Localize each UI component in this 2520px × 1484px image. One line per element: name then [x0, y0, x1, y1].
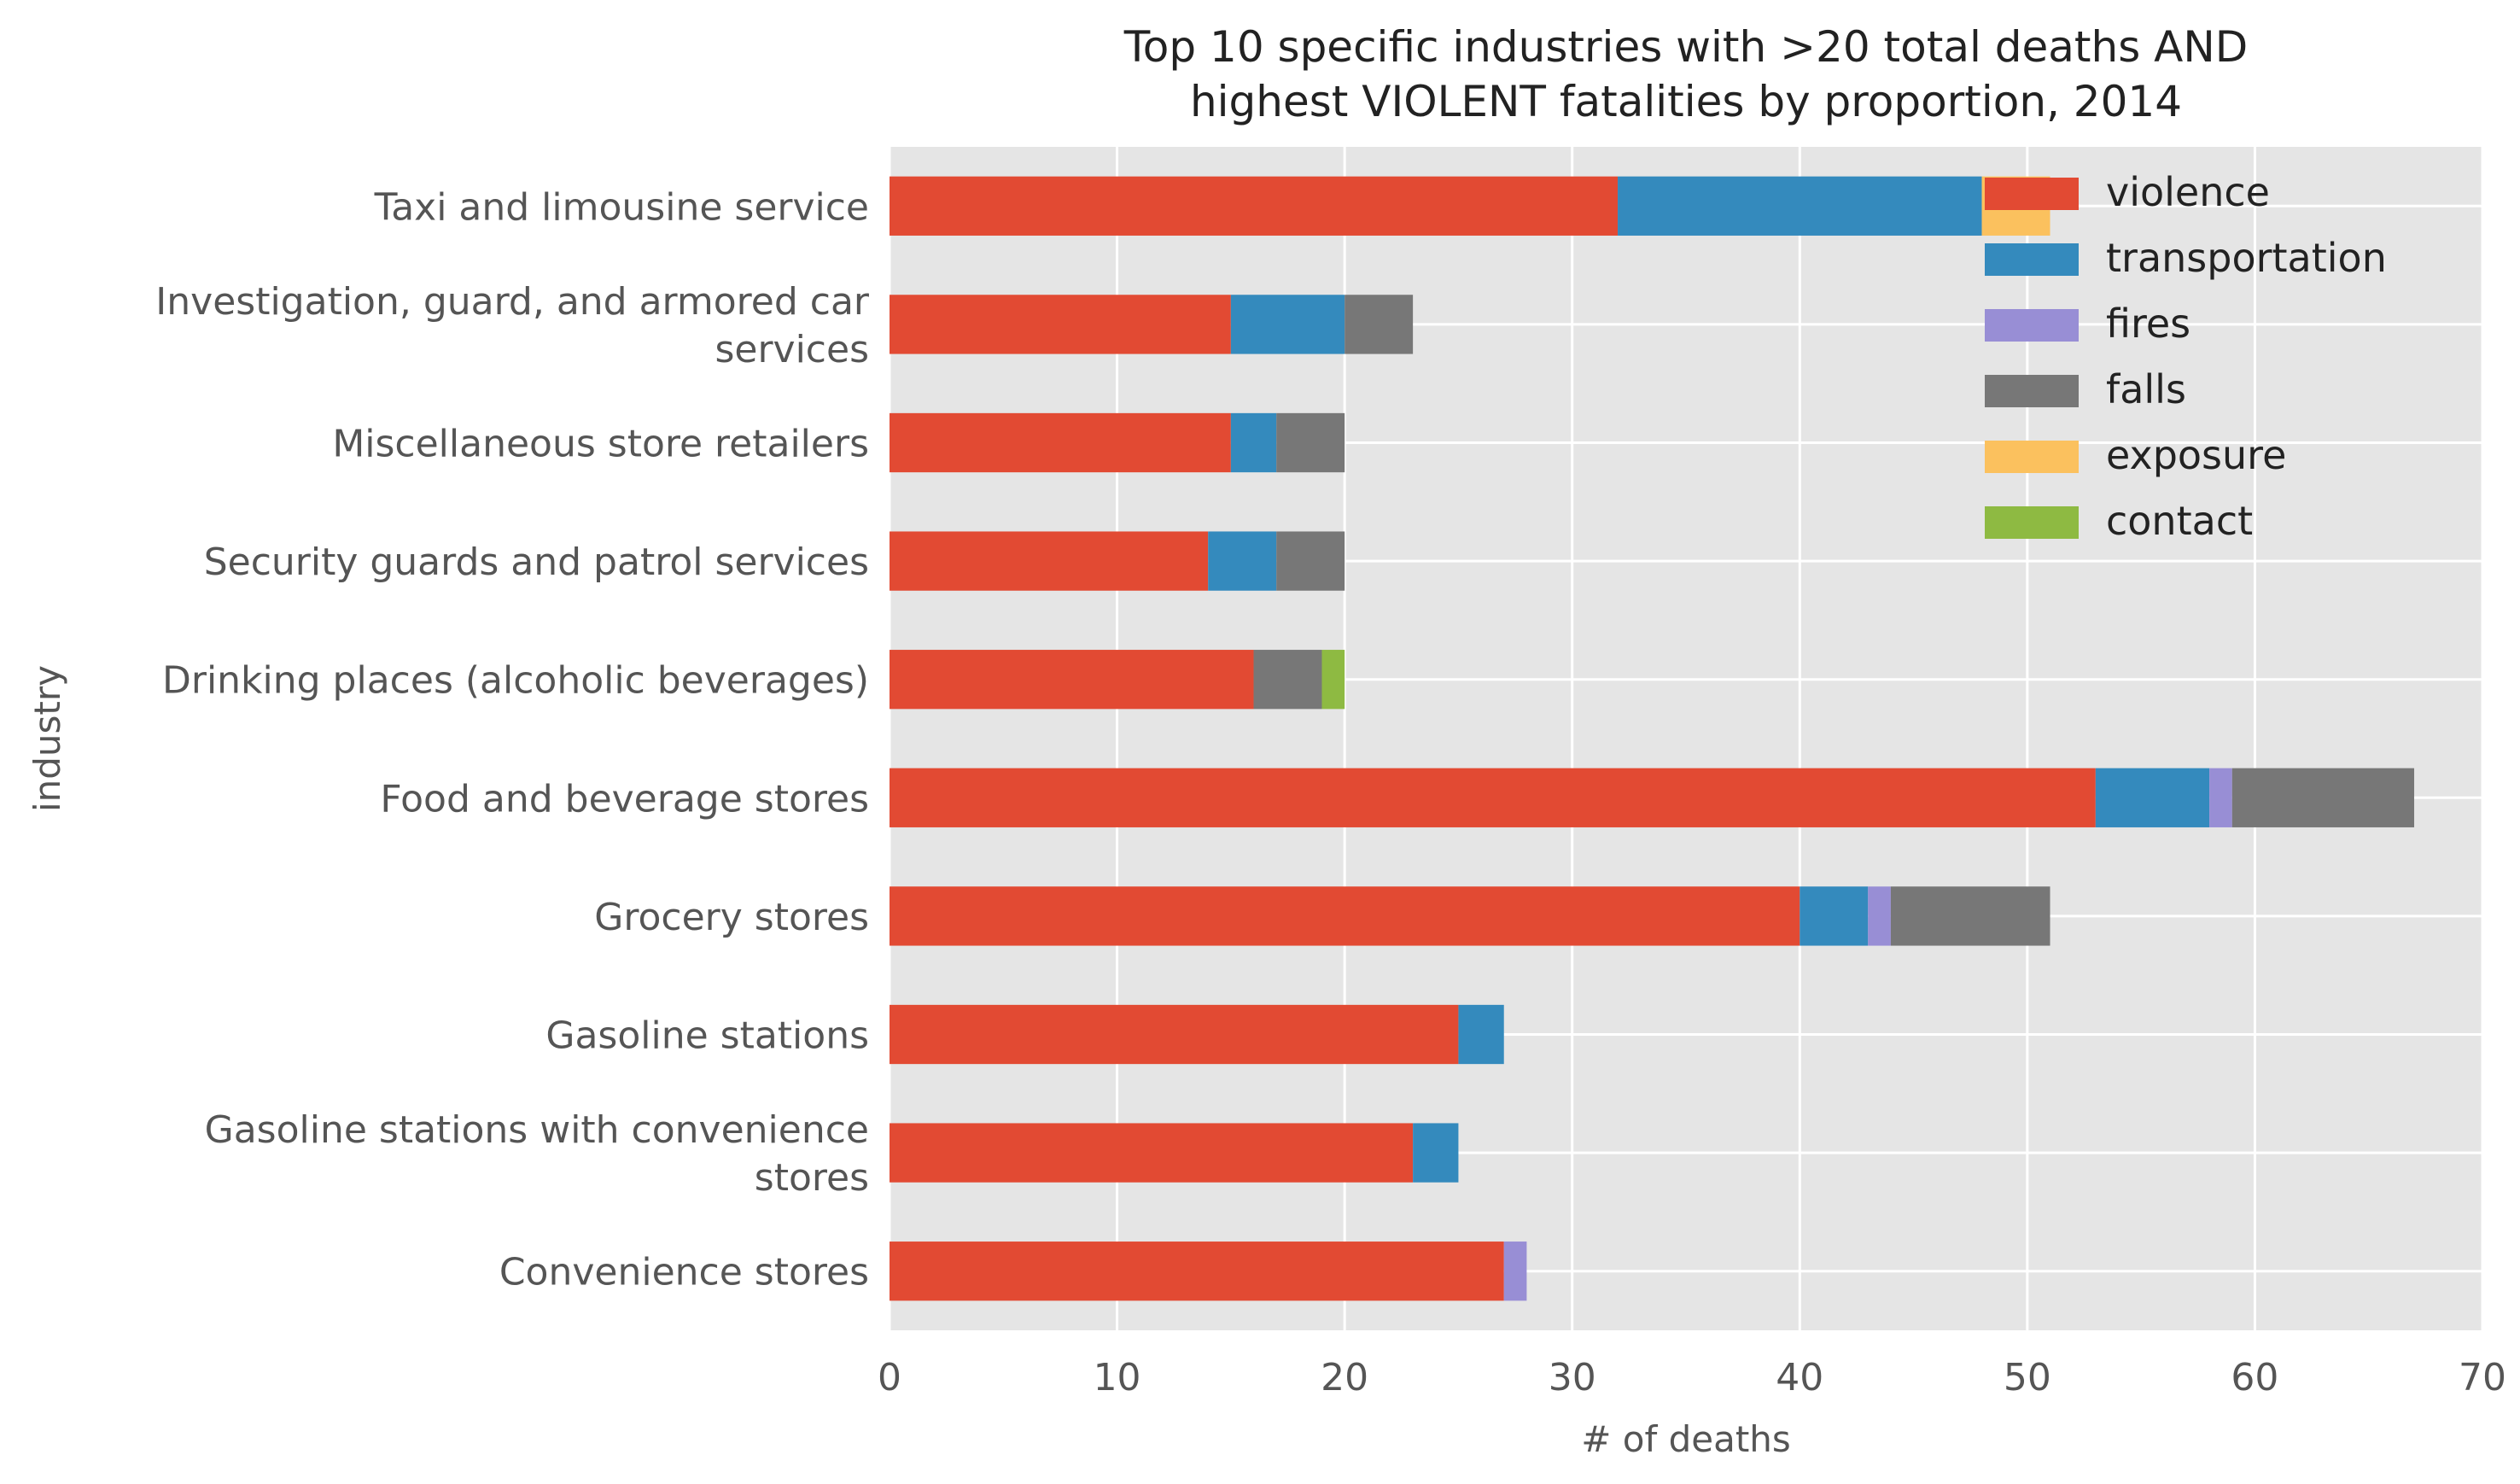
legend-label-transportation: transportation: [2106, 235, 2387, 281]
x-tick-label: 0: [878, 1356, 901, 1399]
bar-segment-fires: [2209, 768, 2232, 827]
y-tick-labels: Taxi and limousine service Investigation,…: [155, 185, 870, 1294]
y-tick-label: Miscellaneous store retailers: [332, 423, 869, 466]
x-tick-label: 20: [1321, 1356, 1368, 1399]
x-axis-label: # of deaths: [1581, 1418, 1791, 1460]
bar-segment-transportation: [1230, 295, 1345, 354]
legend-label-violence: violence: [2106, 169, 2270, 215]
bar-segment-contact: [1321, 650, 1345, 710]
bar-segment-transportation: [1413, 1123, 1459, 1183]
legend-label-fires: fires: [2106, 301, 2190, 347]
legend-swatch-violence: [1985, 178, 2079, 210]
bar-segment-transportation: [1800, 886, 1869, 946]
bar-segment-violence: [890, 768, 2096, 827]
bar-segment-falls: [2231, 768, 2415, 827]
legend-swatch-fires: [1985, 309, 2079, 342]
bar-segment-transportation: [1208, 531, 1277, 591]
bar-segment-violence: [890, 412, 1231, 473]
y-axis-label: industry: [26, 665, 68, 812]
y-tick-label: Taxi and limousine service: [374, 185, 869, 229]
legend-label-exposure: exposure: [2106, 432, 2286, 478]
y-tick-label: services: [715, 328, 869, 371]
chart-title-line-2: highest VIOLENT fatalities by proportion…: [1190, 77, 2182, 126]
x-tick-label: 60: [2231, 1356, 2278, 1399]
legend-swatch-exposure: [1985, 441, 2079, 473]
legend: violence transportation fires falls exposure…: [1985, 169, 2387, 544]
y-tick-label: Convenience stores: [499, 1251, 869, 1294]
bar-segment-violence: [890, 650, 1254, 710]
bar-segment-violence: [890, 886, 1800, 946]
y-tick-label: Food and beverage stores: [380, 777, 869, 821]
bar-segment-violence: [890, 295, 1231, 354]
y-tick-label: Grocery stores: [594, 896, 869, 939]
x-tick-label: 30: [1549, 1356, 1596, 1399]
bar-segment-transportation: [1458, 1004, 1504, 1065]
legend-swatch-contact: [1985, 506, 2079, 539]
bars: [890, 176, 2415, 1301]
y-tick-label: Gasoline stations with convenience: [205, 1108, 869, 1152]
bar-segment-falls: [1345, 295, 1414, 354]
bar-segment-falls: [1253, 650, 1322, 710]
bar-segment-violence: [890, 1004, 1459, 1065]
bar-segment-fires: [1503, 1242, 1527, 1301]
y-tick-label: Investigation, guard, and armored car: [155, 280, 870, 324]
x-tick-labels: 0 10 20 30 40 50 60 70: [878, 1356, 2506, 1399]
legend-swatch-falls: [1985, 375, 2079, 407]
x-tick-label: 40: [1776, 1356, 1823, 1399]
bar-segment-fires: [1868, 886, 1891, 946]
bar-segment-transportation: [1230, 412, 1277, 473]
bar-segment-violence: [890, 176, 1619, 236]
y-tick-label: Gasoline stations: [545, 1014, 869, 1058]
bar-segment-transportation: [1618, 176, 1982, 236]
chart-title-line-1: Top 10 specific industries with >20 tota…: [1123, 22, 2249, 72]
bar-segment-violence: [890, 1242, 1504, 1301]
legend-swatch-transportation: [1985, 243, 2079, 276]
x-tick-label: 50: [2004, 1356, 2051, 1399]
bar-segment-falls: [1890, 886, 2050, 946]
bar-segment-violence: [890, 1123, 1414, 1183]
y-tick-label: Security guards and patrol services: [204, 540, 869, 584]
y-tick-label: Drinking places (alcoholic beverages): [162, 659, 869, 703]
x-tick-label: 70: [2459, 1356, 2506, 1399]
legend-label-falls: falls: [2106, 366, 2186, 412]
y-tick-label: stores: [755, 1156, 869, 1200]
bar-segment-falls: [1276, 531, 1345, 591]
legend-label-contact: contact: [2106, 498, 2253, 544]
x-tick-label: 10: [1094, 1356, 1141, 1399]
bar-segment-violence: [890, 531, 1209, 591]
bar-segment-transportation: [2095, 768, 2210, 827]
bar-segment-falls: [1276, 412, 1345, 473]
